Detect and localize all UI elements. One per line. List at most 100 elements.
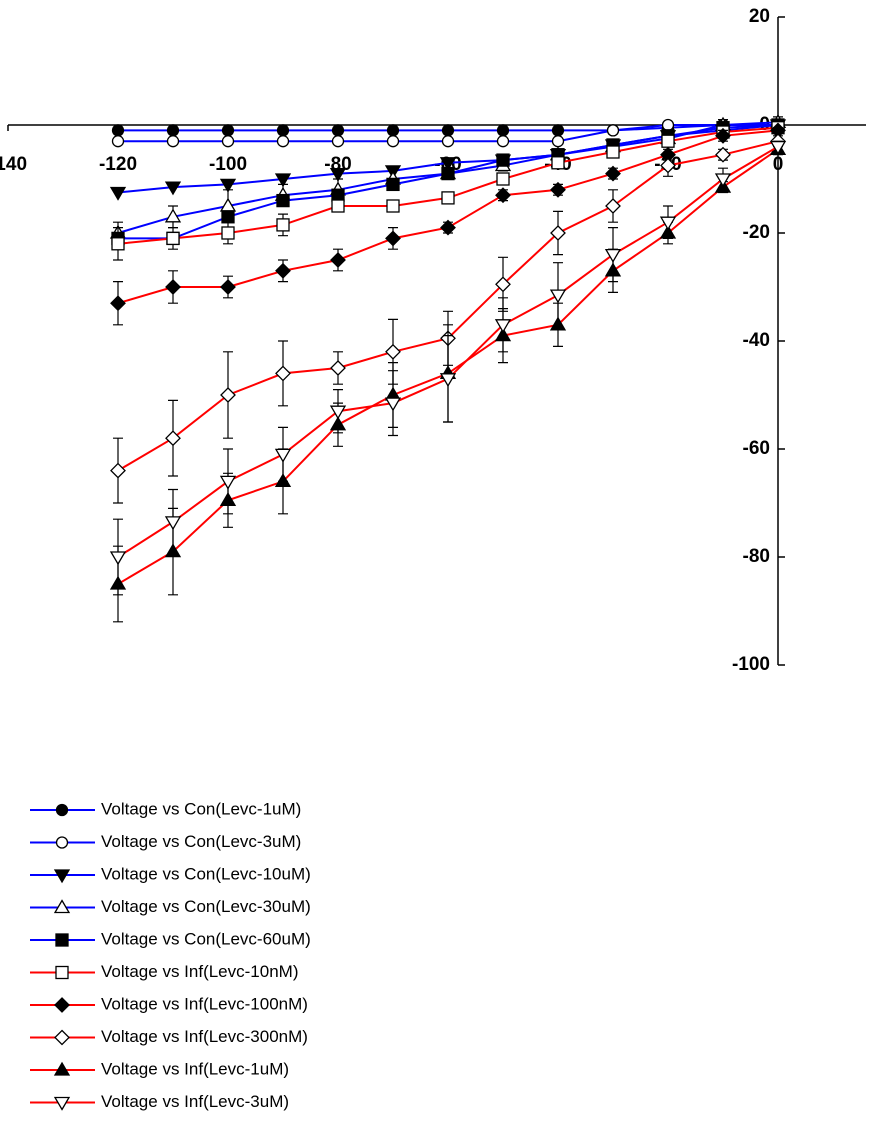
data-point <box>496 124 510 137</box>
y-tick-label: -40 <box>743 330 770 351</box>
data-point <box>385 230 401 247</box>
legend-entry: Voltage vs Con(Levc-10uM) <box>30 864 311 883</box>
legend-entry: Voltage vs Inf(Levc-10nM) <box>30 962 298 981</box>
data-point <box>220 387 236 403</box>
data-point <box>166 135 180 148</box>
data-point <box>276 218 290 232</box>
series <box>111 121 785 261</box>
data-point <box>496 153 510 167</box>
data-point <box>441 135 455 148</box>
legend-entry: Voltage vs Inf(Levc-300nM) <box>30 1027 308 1046</box>
data-point <box>219 178 237 193</box>
data-point <box>110 462 126 479</box>
legend-label: Voltage vs Inf(Levc-10nM) <box>101 962 298 981</box>
data-point <box>166 124 180 137</box>
data-point <box>276 124 290 137</box>
legend-entry: Voltage vs Con(Levc-60uM) <box>30 929 311 948</box>
data-point <box>329 405 347 420</box>
legend-label: Voltage vs Con(Levc-10uM) <box>101 864 311 883</box>
data-point <box>111 237 125 251</box>
data-point <box>111 135 125 148</box>
data-point <box>110 295 126 312</box>
data-point <box>331 199 345 213</box>
data-point <box>606 124 620 137</box>
x-tick-label: 0 <box>773 154 784 175</box>
legend-marker <box>53 899 71 914</box>
legend-marker <box>55 836 69 849</box>
data-point <box>165 279 181 295</box>
data-point <box>661 118 675 132</box>
legend-label: Voltage vs Con(Levc-30uM) <box>101 897 311 916</box>
data-point <box>659 216 677 231</box>
data-point <box>386 135 400 148</box>
data-point <box>331 135 345 148</box>
data-point <box>221 210 235 224</box>
legend-marker <box>53 869 71 884</box>
data-point <box>220 279 236 295</box>
data-point <box>769 140 787 155</box>
data-point <box>441 166 455 181</box>
data-point <box>274 448 292 463</box>
data-point <box>440 219 456 236</box>
legend-entry: Voltage vs Con(Levc-1uM) <box>30 799 301 818</box>
data-point <box>441 124 455 137</box>
data-point <box>439 373 457 388</box>
data-point <box>276 193 290 208</box>
legend-entry: Voltage vs Inf(Levc-100nM) <box>30 994 308 1013</box>
legend-marker <box>55 965 69 980</box>
legend-label: Voltage vs Con(Levc-60uM) <box>101 929 311 948</box>
series <box>111 118 785 246</box>
y-tick-label: 20 <box>749 6 770 27</box>
data-point <box>714 173 732 188</box>
data-point <box>221 135 235 148</box>
data-point <box>276 135 290 148</box>
data-point <box>221 226 235 240</box>
series <box>109 140 787 596</box>
legend-label: Voltage vs Inf(Levc-1uM) <box>101 1059 289 1078</box>
legend-marker <box>53 1096 71 1111</box>
y-tick-label: -100 <box>732 654 770 675</box>
data-point <box>331 124 345 137</box>
legend-label: Voltage vs Inf(Levc-300nM) <box>101 1027 308 1046</box>
data-point <box>166 231 180 246</box>
data-point <box>605 165 621 182</box>
data-point <box>274 173 292 188</box>
data-point <box>275 365 291 382</box>
data-point <box>329 167 347 182</box>
data-point <box>494 319 512 334</box>
legend-marker <box>55 933 69 947</box>
legend-marker <box>53 1061 71 1076</box>
data-point <box>164 208 182 223</box>
data-point <box>386 199 400 213</box>
legend-marker <box>55 803 69 817</box>
data-point <box>496 135 510 148</box>
data-point <box>384 397 402 412</box>
data-point <box>550 225 566 241</box>
data-point <box>221 124 235 137</box>
data-point <box>385 343 401 360</box>
legend-entry: Voltage vs Inf(Levc-3uM) <box>30 1092 289 1111</box>
data-point <box>496 172 510 186</box>
legend-marker <box>54 1029 70 1046</box>
legend-marker <box>54 997 70 1013</box>
data-point <box>551 135 565 148</box>
legend-label: Voltage vs Inf(Levc-100nM) <box>101 994 308 1013</box>
legend-label: Voltage vs Con(Levc-1uM) <box>101 799 301 818</box>
legend-entry: Voltage vs Con(Levc-30uM) <box>30 897 311 916</box>
x-tick-label: -100 <box>209 154 247 175</box>
data-point <box>330 252 346 268</box>
data-point <box>551 156 565 170</box>
data-point <box>164 516 182 531</box>
data-point <box>604 248 622 263</box>
x-tick-label: -140 <box>0 154 27 175</box>
data-point <box>660 157 676 174</box>
y-tick-label: -80 <box>743 546 770 567</box>
data-point <box>219 475 237 490</box>
series <box>110 122 786 326</box>
series <box>110 133 786 504</box>
data-point <box>715 146 731 163</box>
data-point <box>549 289 567 304</box>
data-point <box>439 157 457 172</box>
